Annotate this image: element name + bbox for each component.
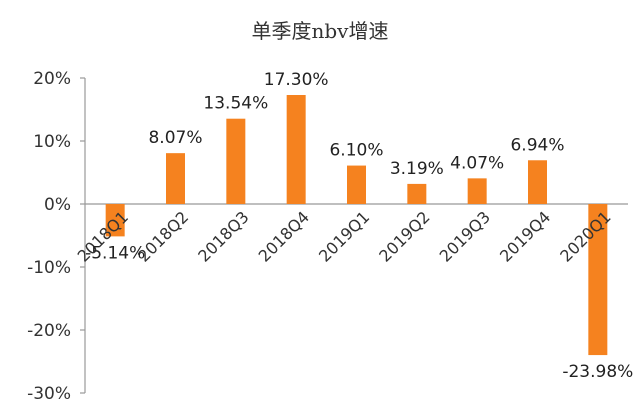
y-tick-labels: 20% 10% 0% -10% -20% -30% [27, 69, 71, 404]
category-label: 2019Q2 [375, 207, 433, 265]
value-label: -5.14% [85, 243, 145, 263]
bar [105, 204, 125, 237]
y-tick-label: 20% [33, 69, 71, 89]
value-label: 3.19% [390, 159, 444, 179]
category-label: 2019Q3 [436, 207, 494, 265]
y-tick-label: -30% [27, 384, 71, 404]
bar [226, 118, 246, 204]
category-label: 2019Q4 [496, 207, 554, 265]
value-label: 17.30% [264, 70, 329, 90]
y-tick-label: 0% [44, 195, 71, 215]
bar [286, 95, 306, 204]
bar [347, 165, 366, 204]
bar [588, 204, 608, 356]
category-labels: 2018Q1 2018Q2 2018Q3 2018Q4 2019Q1 2019Q2 2019… [74, 207, 615, 265]
category-label: 2019Q1 [315, 207, 373, 265]
category-label: 2018Q3 [194, 207, 252, 265]
bar [166, 153, 185, 204]
value-label: 4.07% [450, 153, 504, 173]
chart-title: 单季度nbv增速 [252, 19, 389, 43]
bar [528, 160, 547, 204]
category-label: 2018Q4 [255, 207, 313, 265]
y-tick-label: -10% [27, 258, 71, 278]
value-label: 8.07% [148, 128, 202, 148]
bars [105, 95, 608, 356]
y-tick-label: 10% [33, 132, 71, 152]
bar [467, 178, 487, 204]
value-labels: -5.14% 8.07%13.54% 17.30% 6.10% 3.19% 4.07% 6.… [85, 70, 633, 382]
value-label: 13.54% [203, 94, 268, 114]
value-label: 6.10% [329, 141, 383, 161]
bar [407, 183, 427, 204]
value-label: -23.98% [562, 362, 633, 382]
value-label: 6.94% [510, 135, 564, 155]
y-tick-label: -20% [27, 321, 71, 341]
